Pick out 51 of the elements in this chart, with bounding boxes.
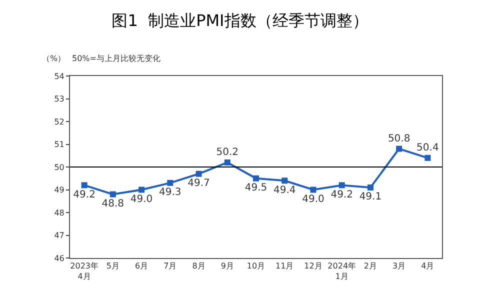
data-label: 49.4 (273, 184, 296, 196)
x-tick-label: 9月 (220, 262, 234, 271)
data-label: 49.2 (330, 189, 353, 200)
y-tick-label: 46 (54, 254, 64, 263)
y-tick-label: 51 (54, 140, 64, 150)
point (253, 175, 259, 182)
y-tick-label: 49 (54, 186, 64, 195)
y-axis-title: （%） (42, 54, 66, 63)
x-tick-label: 2月 (364, 262, 378, 271)
point (310, 186, 316, 193)
y-tick-label: 52 (54, 117, 64, 126)
data-label: 49.0 (302, 194, 324, 205)
y-tick-label: 53 (54, 94, 64, 104)
point (338, 182, 345, 188)
point (224, 159, 230, 166)
point (196, 170, 202, 177)
x-tick-label: 8月 (192, 262, 206, 271)
x-tick-label: 10月 (246, 262, 266, 271)
data-label: 49.2 (73, 189, 96, 200)
point (167, 180, 174, 186)
data-label: 48.8 (102, 198, 124, 210)
point (138, 186, 145, 193)
point (282, 178, 288, 184)
y-tick-label: 54 (54, 72, 64, 81)
x-tick-label: 6月 (134, 262, 148, 271)
data-label: 49.7 (188, 178, 210, 190)
data-label: 50.4 (416, 142, 439, 154)
y-tick-label: 48 (54, 208, 64, 218)
x-tick-label: 3月 (392, 262, 406, 271)
data-label: 50.8 (388, 134, 410, 145)
x-tick-label: 2024年 1月 (328, 262, 356, 281)
x-tick-label: 11月 (276, 262, 294, 271)
point (110, 191, 116, 198)
point (424, 154, 431, 161)
y-tick-label: 47 (54, 231, 64, 240)
data-label: 49.3 (159, 187, 182, 198)
y-tick-label: 50 (54, 162, 64, 172)
x-tick-label: 7月 (164, 262, 177, 271)
point (367, 184, 374, 190)
data-label: 49.1 (359, 192, 382, 203)
x-tick-label: 12月 (304, 262, 322, 271)
point (81, 182, 88, 188)
data-label: 49.5 (244, 182, 268, 194)
x-tick-label: 4月 (421, 262, 434, 271)
x-tick-label: 5月 (106, 262, 120, 271)
chart-title: 图1 制造业PMI指数（经季节调整） (112, 11, 368, 30)
data-label: 50.2 (216, 147, 239, 158)
data-label: 49.0 (130, 194, 153, 205)
text: 50%=与上月比较无变化 (72, 54, 160, 63)
point (396, 146, 402, 152)
x-tick-label: 2023年 4月 (70, 262, 98, 281)
